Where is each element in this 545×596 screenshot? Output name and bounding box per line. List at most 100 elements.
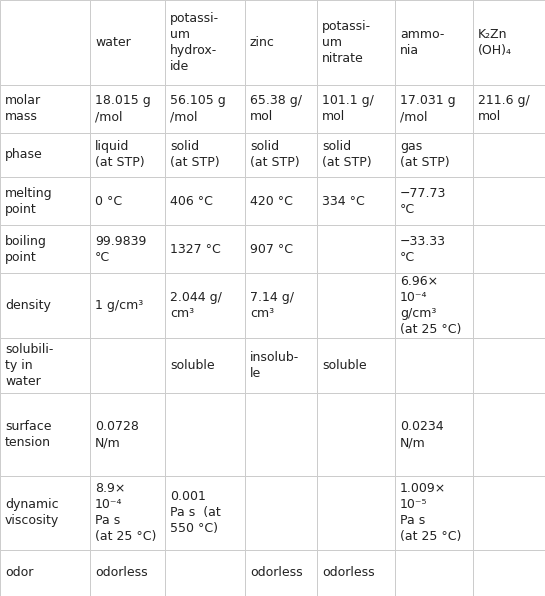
Text: odor: odor [5, 566, 33, 579]
Bar [473, 85, 545, 133]
Bar [245, 225, 317, 273]
Text: odorless: odorless [95, 566, 148, 579]
Text: 2.044 g/
cm³: 2.044 g/ cm³ [170, 291, 222, 320]
Text: 6.96×
10⁻⁴
g/cm³
(at 25 °C): 6.96× 10⁻⁴ g/cm³ (at 25 °C) [400, 275, 462, 336]
Text: solubili-
ty in
water: solubili- ty in water [5, 343, 53, 388]
Text: 907 °C: 907 °C [250, 243, 293, 256]
Text: 211.6 g/
mol: 211.6 g/ mol [478, 94, 530, 123]
Text: gas
(at STP): gas (at STP) [400, 141, 450, 169]
Bar [0, 338, 90, 393]
Bar [0, 550, 90, 596]
Bar [317, 393, 395, 476]
Text: 1.009×
10⁻⁵
Pa s
(at 25 °C): 1.009× 10⁻⁵ Pa s (at 25 °C) [400, 483, 462, 544]
Bar [473, 0, 545, 85]
Bar [245, 133, 317, 177]
Bar [90, 476, 165, 550]
Text: liquid
(at STP): liquid (at STP) [95, 141, 144, 169]
Bar [317, 177, 395, 225]
Bar [317, 225, 395, 273]
Bar [165, 476, 245, 550]
Bar [317, 0, 395, 85]
Text: melting
point: melting point [5, 187, 53, 216]
Bar [165, 338, 245, 393]
Bar [317, 273, 395, 338]
Bar [395, 338, 473, 393]
Bar [317, 133, 395, 177]
Text: potassi-
um
nitrate: potassi- um nitrate [322, 20, 371, 65]
Bar [473, 550, 545, 596]
Bar [90, 550, 165, 596]
Bar [165, 393, 245, 476]
Bar [165, 0, 245, 85]
Bar [90, 225, 165, 273]
Bar [245, 85, 317, 133]
Bar [165, 133, 245, 177]
Bar [0, 225, 90, 273]
Text: 17.031 g
/mol: 17.031 g /mol [400, 94, 456, 123]
Bar [90, 273, 165, 338]
Bar [165, 273, 245, 338]
Bar [317, 476, 395, 550]
Bar [0, 85, 90, 133]
Text: −33.33
°C: −33.33 °C [400, 235, 446, 263]
Bar [0, 273, 90, 338]
Bar [245, 177, 317, 225]
Bar [395, 0, 473, 85]
Text: boiling
point: boiling point [5, 235, 47, 263]
Text: 0.0234
N/m: 0.0234 N/m [400, 420, 444, 449]
Text: insolub-
le: insolub- le [250, 351, 299, 380]
Bar [245, 550, 317, 596]
Text: K₂Zn
(OH)₄: K₂Zn (OH)₄ [478, 28, 512, 57]
Text: 0 °C: 0 °C [95, 195, 122, 207]
Text: 18.015 g
/mol: 18.015 g /mol [95, 94, 151, 123]
Text: water: water [95, 36, 131, 49]
Text: 7.14 g/
cm³: 7.14 g/ cm³ [250, 291, 294, 320]
Text: density: density [5, 299, 51, 312]
Bar [395, 133, 473, 177]
Bar [473, 177, 545, 225]
Text: molar
mass: molar mass [5, 94, 41, 123]
Bar [0, 177, 90, 225]
Text: odorless: odorless [322, 566, 374, 579]
Bar [395, 225, 473, 273]
Bar [90, 85, 165, 133]
Text: 8.9×
10⁻⁴
Pa s
(at 25 °C): 8.9× 10⁻⁴ Pa s (at 25 °C) [95, 483, 156, 544]
Text: 65.38 g/
mol: 65.38 g/ mol [250, 94, 302, 123]
Text: 0.001
Pa s  (at
550 °C): 0.001 Pa s (at 550 °C) [170, 491, 221, 535]
Bar [90, 133, 165, 177]
Bar [395, 476, 473, 550]
Bar [473, 273, 545, 338]
Text: dynamic
viscosity: dynamic viscosity [5, 498, 59, 527]
Text: 101.1 g/
mol: 101.1 g/ mol [322, 94, 374, 123]
Bar [317, 338, 395, 393]
Bar [473, 476, 545, 550]
Bar [245, 476, 317, 550]
Bar [90, 177, 165, 225]
Text: phase: phase [5, 148, 43, 162]
Text: 334 °C: 334 °C [322, 195, 365, 207]
Bar [0, 476, 90, 550]
Bar [165, 225, 245, 273]
Text: solid
(at STP): solid (at STP) [322, 141, 372, 169]
Text: potassi-
um
hydrox-
ide: potassi- um hydrox- ide [170, 12, 219, 73]
Bar [165, 550, 245, 596]
Text: 56.105 g
/mol: 56.105 g /mol [170, 94, 226, 123]
Text: 1 g/cm³: 1 g/cm³ [95, 299, 143, 312]
Bar [90, 338, 165, 393]
Text: surface
tension: surface tension [5, 420, 51, 449]
Bar [245, 338, 317, 393]
Text: solid
(at STP): solid (at STP) [170, 141, 220, 169]
Bar [90, 0, 165, 85]
Text: solid
(at STP): solid (at STP) [250, 141, 300, 169]
Bar [0, 0, 90, 85]
Bar [395, 393, 473, 476]
Text: zinc: zinc [250, 36, 275, 49]
Bar [395, 85, 473, 133]
Bar [473, 225, 545, 273]
Text: 406 °C: 406 °C [170, 195, 213, 207]
Bar [165, 177, 245, 225]
Bar [165, 85, 245, 133]
Text: 1327 °C: 1327 °C [170, 243, 221, 256]
Text: 420 °C: 420 °C [250, 195, 293, 207]
Bar [245, 0, 317, 85]
